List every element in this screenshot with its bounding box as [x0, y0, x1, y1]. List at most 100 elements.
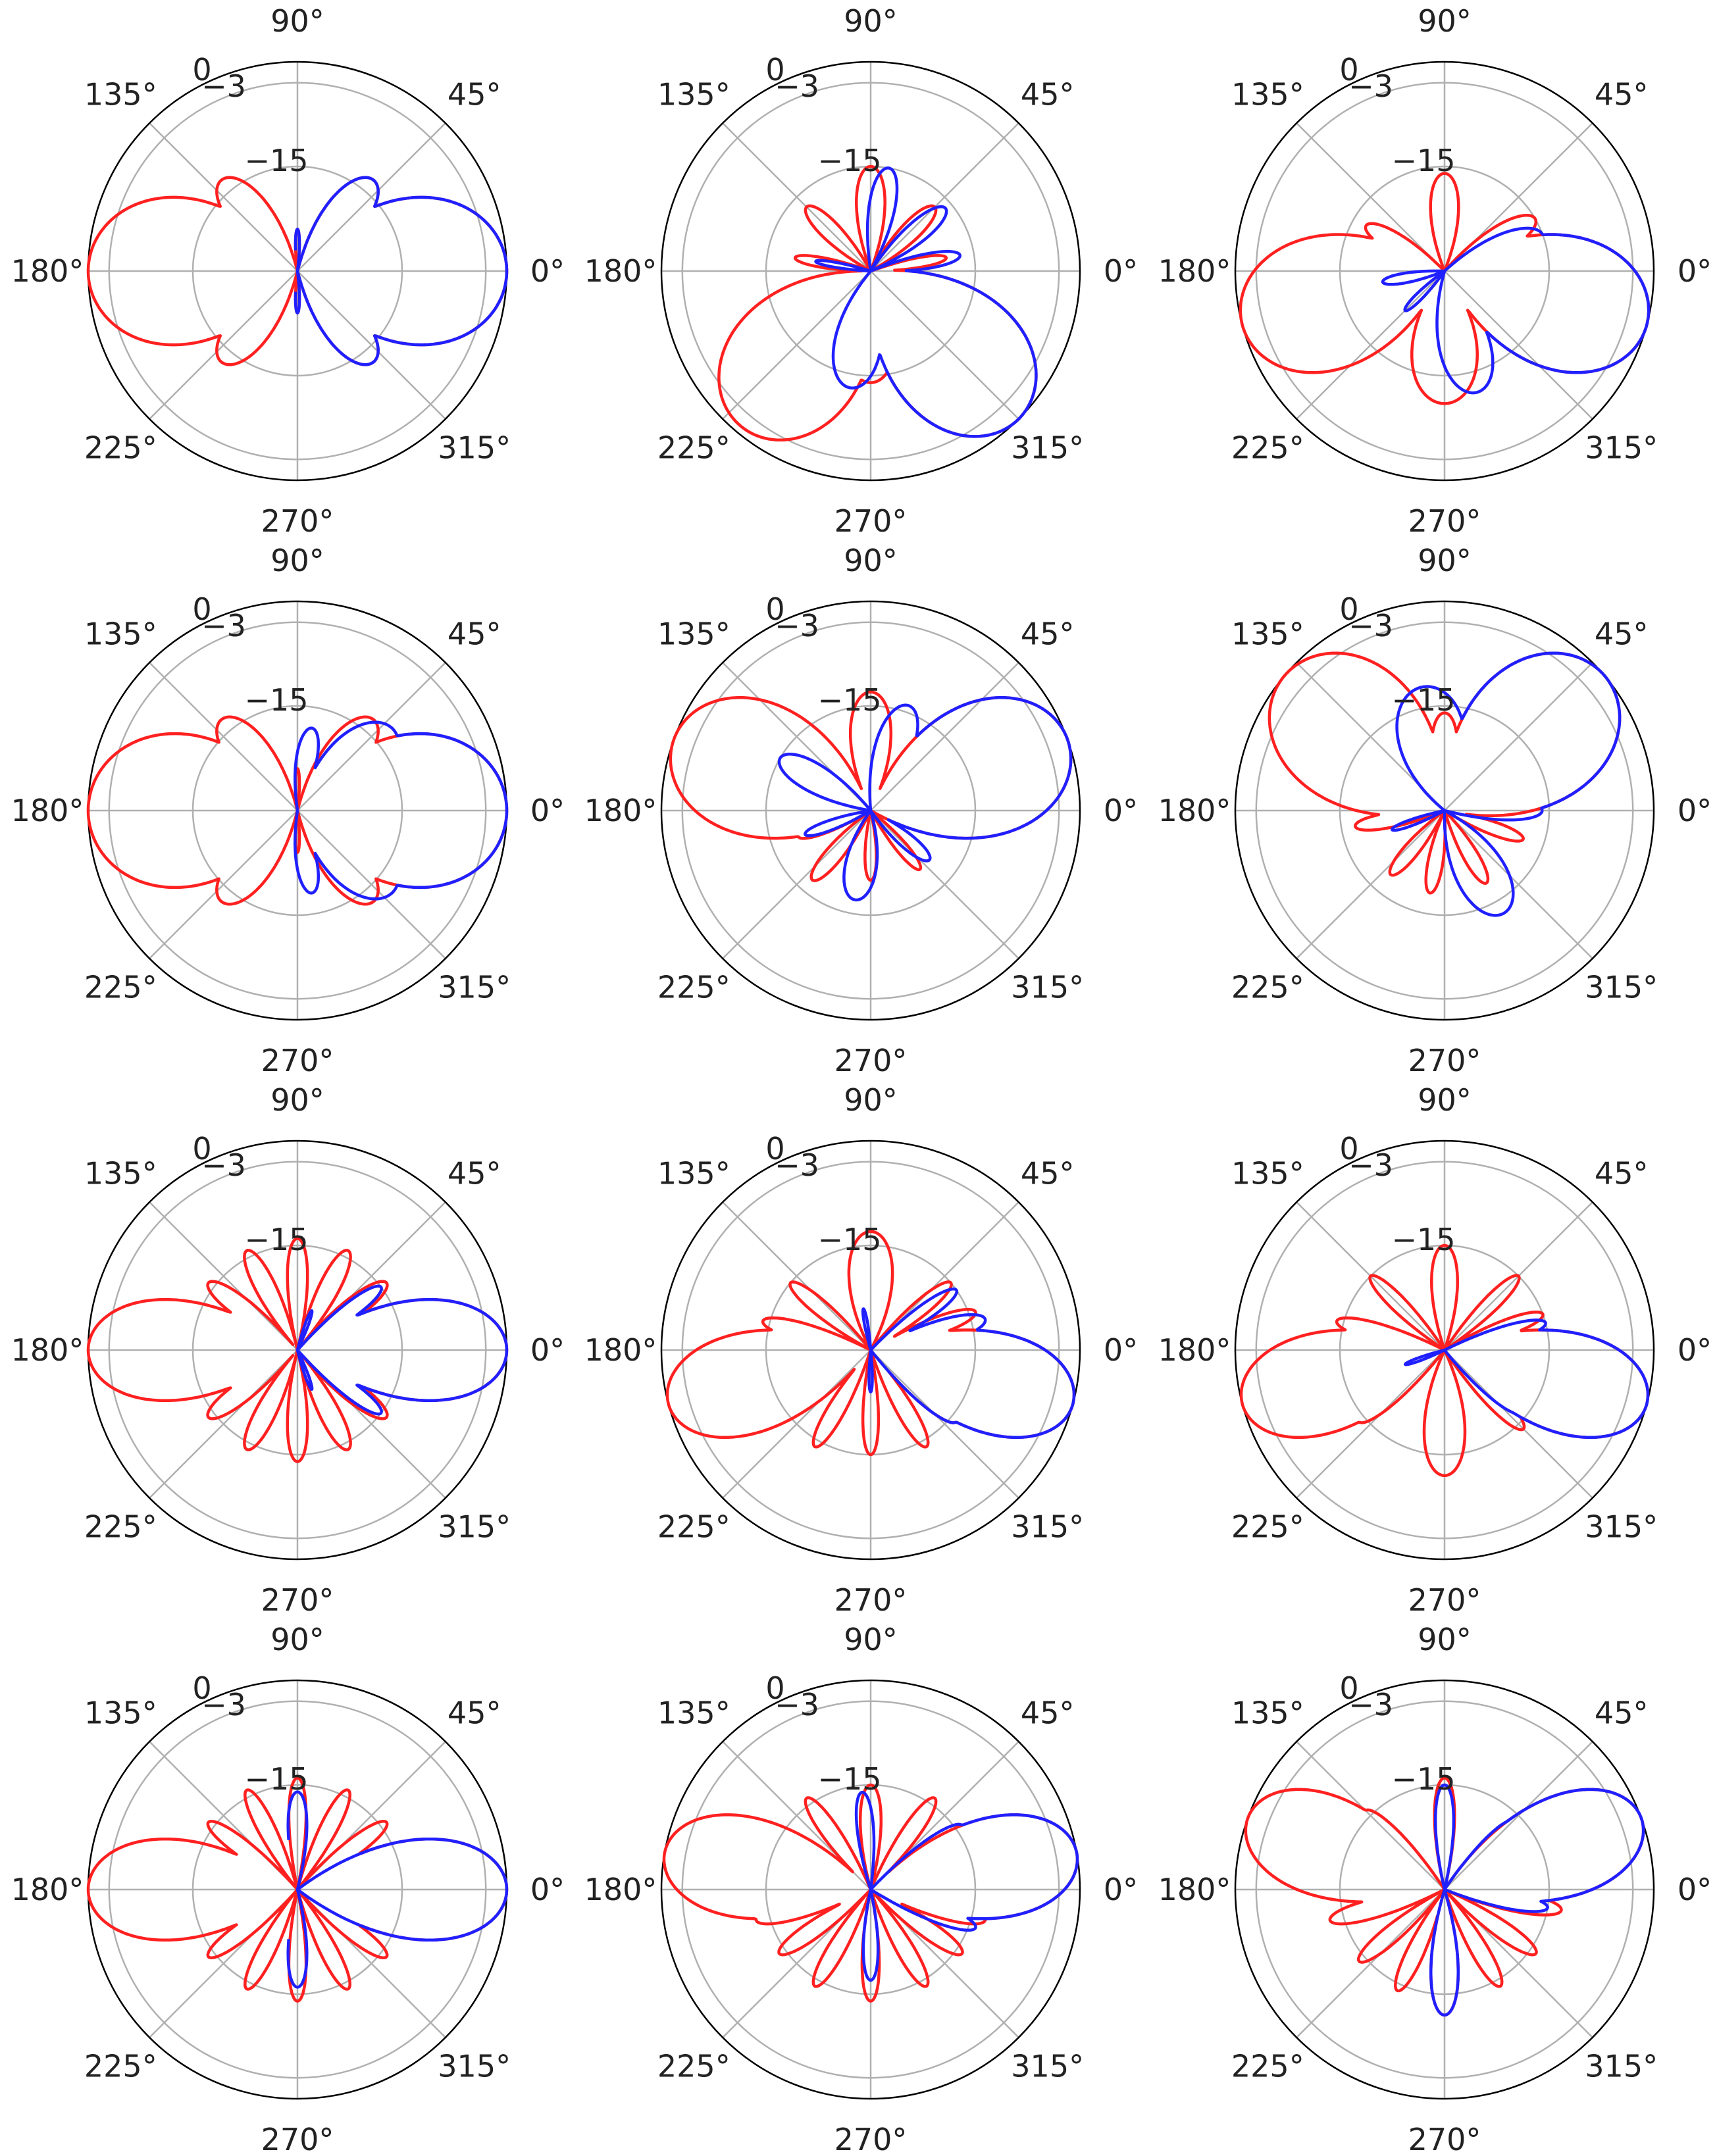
angle-tick-label: 180°: [1158, 253, 1231, 289]
angle-tick-label: 135°: [84, 616, 157, 651]
angle-tick-label: 90°: [844, 543, 898, 578]
blue-series-line: [1381, 226, 1651, 395]
radial-tick-label: −15: [1391, 682, 1455, 718]
angle-tick-label: 45°: [1595, 1155, 1649, 1191]
angle-tick-label: 135°: [657, 1155, 730, 1191]
angle-tick-label: 90°: [1418, 1622, 1472, 1657]
radial-tick-label: −15: [1391, 1222, 1455, 1257]
angular-grid-spoke: [870, 1349, 1019, 1499]
angle-tick-label: 270°: [261, 2122, 334, 2156]
blue-series-line: [294, 176, 509, 366]
angle-tick-label: 45°: [1021, 616, 1075, 651]
angle-tick-label: 0°: [1104, 1872, 1138, 1907]
angle-tick-label: 90°: [1418, 1082, 1472, 1118]
angular-grid-spoke: [870, 662, 1019, 811]
angle-tick-label: 90°: [270, 543, 324, 578]
angle-tick-label: 180°: [584, 1872, 657, 1907]
polar-chart-12: 0° 45° 90° 135° 180° 225° 270° 315° 0−3 −15: [1158, 1622, 1712, 2156]
red-series-line: [717, 164, 1038, 442]
polar-chart-8: 0° 45° 90° 135° 180° 225° 270° 315° 0−3 −15: [584, 1082, 1139, 1618]
polar-frame: [1234, 1140, 1655, 1561]
polar-chart-9: 0° 45° 90° 135° 180° 225° 270° 315° 0−3 −15: [1158, 1082, 1712, 1618]
angular-grid-spoke: [1296, 1349, 1445, 1499]
angular-grid-spoke: [1444, 810, 1593, 959]
angle-tick-label: 90°: [1418, 3, 1472, 39]
red-series-line: [1239, 1243, 1650, 1478]
angle-tick-label: 0°: [1678, 1332, 1712, 1368]
angular-grid-spoke: [149, 810, 298, 959]
angle-tick-label: 315°: [1585, 1509, 1658, 1545]
radial-tick-label: 0: [192, 591, 211, 627]
angle-tick-label: 270°: [261, 1043, 334, 1078]
radial-tick-label: −15: [817, 143, 881, 178]
red-series-line: [86, 715, 509, 906]
angle-tick-label: 270°: [1408, 1582, 1481, 1618]
angle-tick-label: 45°: [1021, 1155, 1075, 1191]
angle-tick-label: 90°: [844, 1622, 898, 1657]
blue-series-line: [1391, 651, 1622, 917]
angular-grid-spoke: [297, 810, 446, 959]
angular-grid-spoke: [149, 662, 298, 811]
radial-tick-label: −3: [775, 68, 819, 104]
angular-grid-spoke: [722, 1349, 871, 1499]
angle-tick-label: 270°: [834, 1582, 908, 1618]
angle-tick-label: 90°: [1418, 543, 1472, 578]
angle-tick-label: 225°: [84, 1509, 157, 1545]
radial-tick-label: −3: [775, 1687, 819, 1722]
angle-tick-label: 90°: [270, 1082, 324, 1118]
angular-grid-spoke: [149, 1349, 298, 1499]
radial-tick-label: −15: [817, 682, 881, 718]
angle-tick-label: 0°: [1104, 793, 1138, 828]
angular-grid-spoke: [1296, 270, 1445, 420]
angular-grid-spoke: [1296, 1741, 1445, 1890]
angle-tick-label: 135°: [84, 1695, 157, 1730]
angle-tick-label: 0°: [530, 793, 565, 828]
radial-tick-label: −15: [817, 1761, 881, 1797]
blue-series-line: [861, 1287, 1076, 1440]
blue-series-line: [777, 696, 1073, 902]
blue-series-line: [286, 1790, 509, 1989]
blue-series-line: [1403, 1318, 1650, 1440]
angular-grid-spoke: [1444, 662, 1593, 811]
angular-grid-spoke: [297, 662, 446, 811]
radial-tick-label: −15: [1391, 143, 1455, 178]
angular-grid-spoke: [1296, 1889, 1445, 2038]
angle-tick-label: 45°: [448, 1695, 501, 1730]
angle-tick-label: 90°: [270, 3, 324, 39]
angle-tick-label: 135°: [657, 76, 730, 112]
angular-grid-spoke: [1444, 270, 1593, 420]
angular-grid-spoke: [870, 810, 1019, 959]
polar-chart-11: 0° 45° 90° 135° 180° 225° 270° 315° 0−3 −15: [584, 1622, 1139, 2156]
blue-series-line: [854, 1790, 1079, 1982]
radial-tick-label: 0: [765, 1670, 784, 1706]
angle-tick-label: 225°: [1231, 970, 1304, 1005]
angle-tick-label: 45°: [448, 76, 501, 112]
angular-grid-spoke: [297, 122, 446, 272]
blue-series-line: [295, 1284, 509, 1416]
angle-tick-label: 315°: [1011, 2049, 1084, 2084]
angular-grid-spoke: [870, 270, 1019, 420]
polar-frame: [1234, 61, 1655, 482]
angular-grid-spoke: [1444, 1349, 1593, 1499]
angle-tick-label: 180°: [11, 1872, 84, 1907]
red-series-line: [665, 1230, 1076, 1457]
radial-tick-label: 0: [765, 52, 784, 88]
radial-tick-label: 0: [192, 1131, 211, 1166]
angle-tick-label: 180°: [584, 1332, 657, 1368]
angular-grid-spoke: [1296, 122, 1445, 272]
radial-tick-label: 0: [1339, 1670, 1358, 1706]
angular-grid-spoke: [297, 270, 446, 420]
angle-tick-label: 45°: [448, 616, 501, 651]
angular-grid-spoke: [722, 1201, 871, 1351]
radial-tick-label: −3: [1348, 608, 1393, 643]
angle-tick-label: 225°: [1231, 430, 1304, 466]
angle-tick-label: 315°: [1585, 2049, 1658, 2084]
radial-tick-label: 0: [765, 1131, 784, 1166]
angle-tick-label: 0°: [1104, 253, 1138, 289]
angle-tick-label: 315°: [438, 2049, 511, 2084]
angle-tick-label: 45°: [1595, 1695, 1649, 1730]
angle-tick-label: 180°: [1158, 1872, 1231, 1907]
red-series-line: [86, 1237, 509, 1463]
radial-tick-label: −3: [1348, 1147, 1393, 1183]
red-series-line: [662, 1783, 1079, 2003]
